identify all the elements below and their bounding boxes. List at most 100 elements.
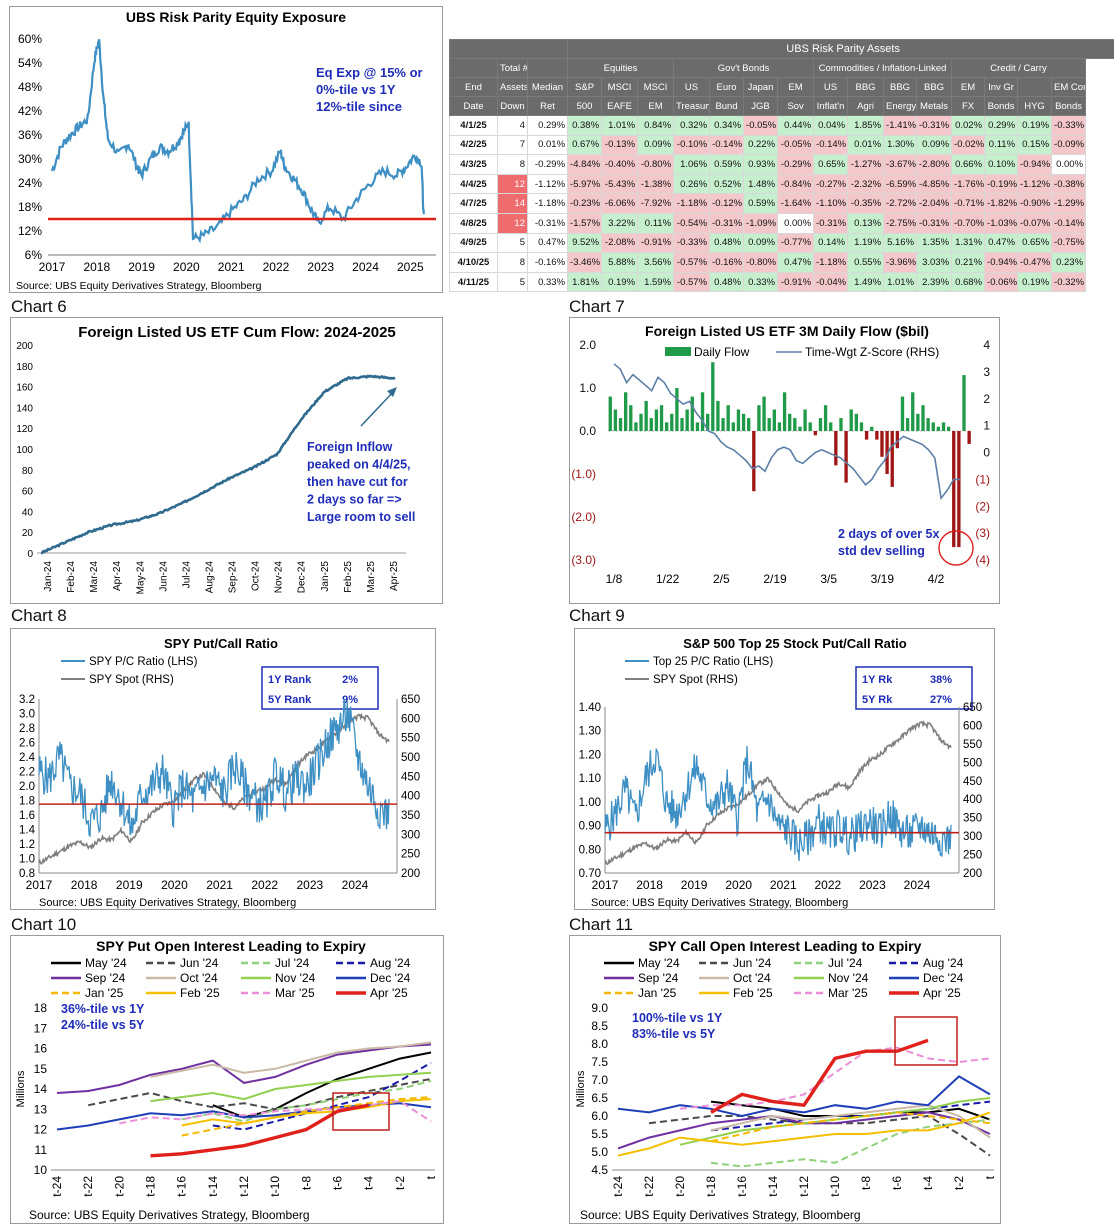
dailyflow-bar bbox=[664, 422, 669, 431]
table-cell: -0.29% bbox=[777, 154, 815, 175]
exposure-ytick: 12% bbox=[18, 224, 42, 238]
table-down-count: 7 bbox=[497, 134, 528, 156]
calloi-legend-label: Feb '25 bbox=[733, 986, 773, 1000]
table-cell: -1.64% bbox=[777, 193, 815, 214]
putoi-ytick: 17 bbox=[34, 1021, 48, 1035]
table-col-header: EM bbox=[637, 96, 675, 116]
dailyflow-bar bbox=[726, 405, 730, 431]
table-median: -0.16% bbox=[526, 252, 569, 273]
exposure-xtick: 2021 bbox=[218, 260, 245, 274]
exposure-ytick: 30% bbox=[18, 152, 42, 166]
table-cell: -0.91% bbox=[777, 271, 815, 293]
table-col-header: Treasury bbox=[673, 96, 711, 116]
spypc-ytick-left: 0.8 bbox=[19, 868, 35, 880]
calloi-series-line bbox=[710, 1104, 991, 1139]
exposure-annotation: Eq Exp @ 15% or bbox=[316, 65, 423, 80]
calloi-xtick: t-6 bbox=[890, 1176, 904, 1190]
spypc-ytick-left: 2.4 bbox=[19, 752, 36, 764]
table-col-header: EM Corp bbox=[1051, 77, 1087, 97]
putoi-legend-label: Apr '25 bbox=[370, 986, 408, 1000]
spypc-xtick: 2018 bbox=[71, 878, 98, 892]
dailyflow-bar bbox=[721, 418, 725, 431]
table-cell: 1.06% bbox=[673, 154, 711, 175]
dailyflow-bar bbox=[747, 418, 751, 431]
dailyflow-bar bbox=[659, 405, 664, 431]
dailyflow-ytick-right: 2 bbox=[983, 392, 990, 406]
table-col-header: Energy bbox=[883, 96, 918, 116]
table-cell: -0.14% bbox=[709, 134, 745, 156]
dailyflow-bar bbox=[706, 413, 710, 431]
spypc-ytick-left: 2.8 bbox=[19, 723, 35, 735]
table-cell: -1.27% bbox=[847, 154, 885, 175]
dailyflow-bar bbox=[685, 409, 689, 431]
calloi-ytick: 8.5 bbox=[591, 1019, 608, 1033]
putoi-ytick: 15 bbox=[34, 1062, 48, 1076]
dailyflow-bar bbox=[931, 422, 935, 431]
calloi-legend-label: Jun '24 bbox=[733, 956, 772, 970]
table-col-header: JGB bbox=[743, 96, 779, 116]
table-row: 4/10/25 8 -0.16% -3.46% 5.88% 3.56% -0.57% -0.1… bbox=[449, 252, 1114, 273]
table-col-header: EAFE bbox=[601, 96, 639, 116]
calloi-annotation: 100%-tile vs 1Y bbox=[632, 1011, 723, 1025]
calloi-xtick: t-20 bbox=[673, 1176, 687, 1197]
exposure-annotation: 0%-tile vs 1Y bbox=[316, 82, 396, 97]
cumflow-ytick: 0 bbox=[27, 549, 33, 560]
table-cell: 1.01% bbox=[601, 115, 639, 136]
table-cell: 2.39% bbox=[916, 271, 953, 293]
table-col-header: S&P bbox=[567, 77, 603, 97]
table-cell: -0.13% bbox=[601, 134, 639, 156]
table-date: 4/10/25 bbox=[449, 252, 498, 273]
spypc-rank-label: 1Y Rank bbox=[268, 674, 312, 686]
dailyflow-ytick-left: (3.0) bbox=[571, 553, 596, 567]
spypc-ytick-right: 550 bbox=[401, 733, 420, 745]
cumflow-xtick: Oct-24 bbox=[251, 561, 262, 591]
dailyflow-bar bbox=[680, 418, 684, 431]
top25-ytick-left: 1.10 bbox=[579, 773, 601, 785]
table-cell: -7.92% bbox=[637, 193, 675, 214]
exposure-xtick: 2019 bbox=[128, 260, 155, 274]
calloi-xtick: t-4 bbox=[921, 1176, 935, 1190]
table-col-header: MSCI bbox=[601, 77, 639, 97]
cumflow-xtick: Feb-24 bbox=[66, 561, 77, 593]
table-cell: -0.90% bbox=[1017, 193, 1053, 214]
calloi-title: SPY Call Open Interest Leading to Expiry bbox=[649, 938, 922, 954]
table-cell: 0.09% bbox=[916, 134, 953, 156]
dailyflow-bar bbox=[946, 426, 951, 431]
top25-putcall-chart: S&P 500 Top 25 Stock Put/Call Ratio Top 2… bbox=[579, 636, 983, 909]
exposure-ytick: 24% bbox=[18, 176, 42, 190]
table-cell: 1.19% bbox=[847, 232, 885, 254]
dailyflow-bar bbox=[864, 431, 869, 440]
dailyflow-bar bbox=[926, 418, 930, 431]
calloi-series-line bbox=[710, 1111, 991, 1143]
putoi-xtick: t-16 bbox=[175, 1176, 189, 1197]
table-col-header: Japan bbox=[743, 77, 779, 97]
dailyflow-bar bbox=[741, 413, 746, 431]
table-cell: -0.09% bbox=[1051, 134, 1087, 156]
putoi-annotation: 36%-tile vs 1Y bbox=[61, 1002, 145, 1016]
putoi-series-line bbox=[150, 1071, 432, 1103]
table-col-header: MSCI bbox=[637, 77, 675, 97]
table-cell: -0.57% bbox=[673, 271, 711, 293]
dailyflow-bar bbox=[675, 388, 679, 431]
calloi-xtick: t-16 bbox=[735, 1176, 749, 1197]
table-cell: 0.26% bbox=[673, 173, 711, 195]
table-date: 4/9/25 bbox=[449, 232, 498, 254]
cumflow-xtick: Jan-25 bbox=[320, 561, 331, 592]
putoi-xtick: t-12 bbox=[237, 1176, 251, 1197]
spypc-source: Source: UBS Equity Derivatives Strategy,… bbox=[39, 897, 296, 909]
table-cell: 1.81% bbox=[567, 271, 603, 293]
spypc-xtick: 2021 bbox=[206, 878, 233, 892]
putoi-xtick: t-22 bbox=[81, 1176, 95, 1197]
table-lh: Median bbox=[526, 77, 569, 97]
table-cell: 0.29% bbox=[984, 115, 1019, 136]
putoi-ytick: 16 bbox=[34, 1042, 48, 1056]
cumflow-xtick: Nov-24 bbox=[274, 561, 285, 594]
table-cell: -0.33% bbox=[673, 232, 711, 254]
table-cell: -0.84% bbox=[777, 173, 815, 195]
dailyflow-bar bbox=[890, 431, 894, 487]
putoi-series-line bbox=[56, 1102, 432, 1131]
table-row: 4/3/25 8 -0.29% -4.84% -0.40% -0.80% 1.06% 0.59… bbox=[449, 154, 1114, 175]
put-oi-chart: SPY Put Open Interest Leading to Expiry M… bbox=[15, 938, 438, 1222]
table-cell: -2.72% bbox=[883, 193, 918, 214]
spypc-rank-label: 5Y Rank bbox=[268, 694, 312, 706]
